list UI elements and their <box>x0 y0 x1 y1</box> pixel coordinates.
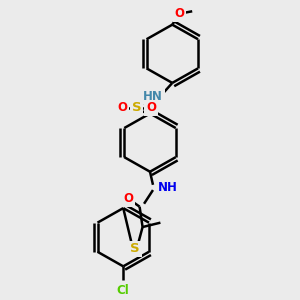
Text: HN: HN <box>143 89 163 103</box>
Text: O: O <box>117 101 128 114</box>
Text: S: S <box>132 101 141 114</box>
Text: Cl: Cl <box>117 284 130 297</box>
Text: O: O <box>175 7 185 20</box>
Text: O: O <box>123 192 133 205</box>
Text: O: O <box>146 101 156 114</box>
Text: S: S <box>130 242 140 255</box>
Text: NH: NH <box>158 181 177 194</box>
